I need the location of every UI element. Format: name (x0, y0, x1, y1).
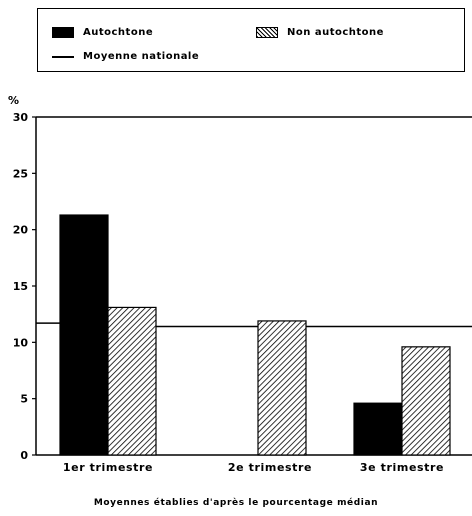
y-axis-label: % (8, 94, 19, 107)
bars (59, 214, 451, 456)
legend-swatch-hatched (256, 27, 278, 38)
labels: 0 5 10 15 20 25 30% 1er trimestre 2e trimestre 3e… (8, 94, 444, 474)
y-tick-label: 15 (13, 280, 28, 293)
bar-autochtone (353, 402, 403, 456)
bar-non-autochtone (257, 320, 307, 456)
y-tick-label: 0 (20, 449, 28, 462)
legend: Autochtone Non autochtone Moyenne nation… (37, 8, 465, 72)
bar-non-autochtone (401, 346, 451, 456)
legend-item-autochtone: Autochtone (52, 27, 153, 38)
x-tick-label: 2e trimestre (228, 461, 312, 474)
legend-swatch-solid (52, 27, 74, 38)
legend-label-non-autochtone: Non autochtone (287, 27, 384, 38)
y-tick-label: 30 (13, 111, 29, 124)
y-tick-label: 5 (20, 393, 28, 406)
legend-item-moyenne-nationale: Moyenne nationale (52, 51, 199, 62)
x-tick-label: 3e trimestre (360, 461, 444, 474)
footnote: Moyennes établies d'après le pourcentage… (93, 498, 379, 508)
legend-label-autochtone: Autochtone (83, 27, 154, 38)
y-tick-label: 25 (13, 167, 28, 180)
legend-item-non-autochtone: Non autochtone (256, 27, 384, 38)
y-tick-label: 20 (13, 224, 29, 237)
y-tick-label: 10 (13, 336, 29, 349)
legend-label-moyenne-nationale: Moyenne nationale (83, 51, 200, 62)
bar-autochtone (59, 214, 109, 456)
legend-swatch-line (52, 55, 74, 58)
bar-non-autochtone (107, 306, 157, 456)
x-tick-label: 1er trimestre (63, 461, 153, 474)
